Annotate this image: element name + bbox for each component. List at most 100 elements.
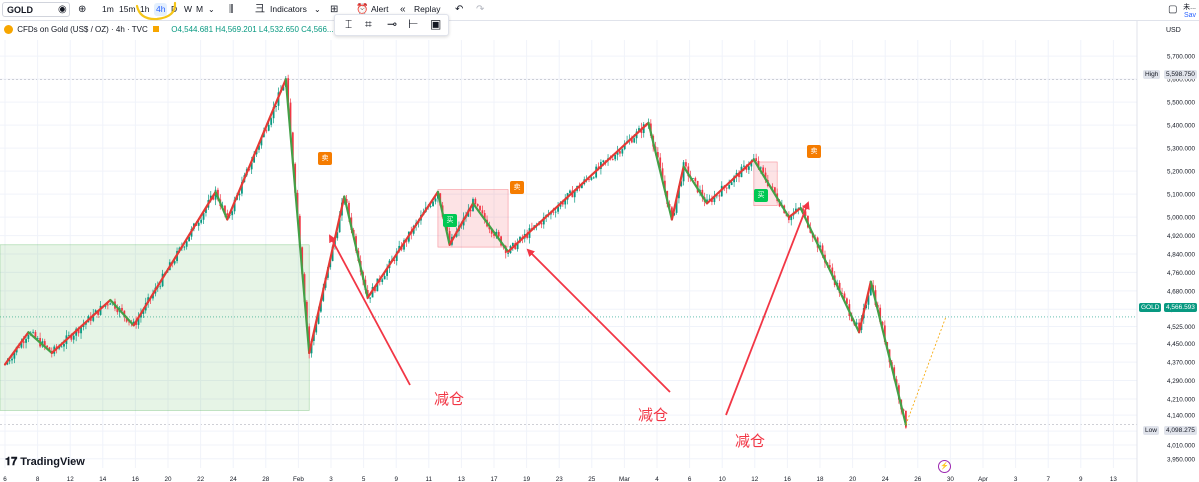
- last-price-tag: 4,566.593: [1164, 303, 1197, 312]
- annotation-arrow: [725, 201, 810, 416]
- alert-button[interactable]: Alert: [371, 4, 389, 14]
- layout-save-area[interactable]: 未... Sav: [1183, 2, 1196, 19]
- sell-signal-badge[interactable]: 卖: [807, 145, 821, 158]
- candle-body: [383, 275, 386, 280]
- alert-icon[interactable]: ⏰: [356, 4, 369, 15]
- zigzag-segment: [109, 298, 135, 327]
- annotation-arrow: [526, 248, 671, 393]
- indicators-icon[interactable]: ⼹: [255, 4, 265, 15]
- candle-body: [771, 186, 774, 188]
- x-tick-label: 14: [99, 476, 107, 482]
- candle-body: [738, 172, 740, 178]
- fullscreen-icon[interactable]: ▢: [1168, 4, 1178, 15]
- candle-body: [25, 338, 27, 343]
- candle-type-icon[interactable]: ⫼: [229, 4, 234, 15]
- y-tick-label: 4,840.000: [1167, 252, 1196, 259]
- candle-body: [715, 195, 718, 197]
- candle-body: [580, 184, 583, 189]
- y-tick-label: 5,500.000: [1167, 100, 1196, 107]
- candle-body: [260, 137, 263, 146]
- y-tick-label: 4,370.000: [1167, 360, 1196, 367]
- replay-button[interactable]: Replay: [414, 4, 441, 14]
- replay-icon[interactable]: «: [400, 4, 406, 15]
- legend-title[interactable]: CFDs on Gold (US$ / OZ) · 4h · TVC: [17, 25, 148, 34]
- candle-body: [855, 322, 858, 325]
- candle-body: [97, 310, 100, 315]
- chart-legend: CFDs on Gold (US$ / OZ) · 4h · TVC O4,54…: [0, 22, 334, 38]
- currency-label[interactable]: USD: [1166, 27, 1181, 34]
- symbol-search[interactable]: GOLD: [2, 2, 70, 17]
- y-tick-label: 4,760.000: [1167, 270, 1196, 277]
- crosshair-box-icon[interactable]: ⌗: [365, 17, 372, 31]
- interval-1h[interactable]: 1h: [140, 4, 150, 14]
- eye-icon[interactable]: ◉: [58, 4, 67, 15]
- candle-body: [267, 124, 270, 131]
- candle-body: [694, 178, 697, 181]
- candle-body: [434, 198, 437, 202]
- x-tick-label: 23: [556, 476, 564, 482]
- undo-icon[interactable]: ↶: [455, 4, 464, 15]
- sell-signal-badge[interactable]: 卖: [318, 152, 332, 165]
- candle-body: [233, 199, 236, 212]
- candle-body: [671, 207, 673, 216]
- candle-body: [238, 193, 241, 196]
- x-tick-label: Mar: [619, 476, 630, 482]
- candle-body: [846, 298, 848, 305]
- indicators-button[interactable]: Indicators: [270, 4, 307, 14]
- candle-body: [479, 205, 481, 211]
- lightning-icon[interactable]: ⚡: [938, 460, 951, 473]
- interval-m[interactable]: M: [196, 4, 204, 14]
- y-tick-label: 5,400.000: [1167, 123, 1196, 130]
- save-status: Sav: [1183, 12, 1196, 19]
- x-tick-label: 4: [655, 476, 659, 482]
- interval-4h[interactable]: 4h: [154, 3, 168, 16]
- candle-body: [214, 189, 217, 200]
- candle-body: [32, 331, 34, 333]
- interval-1m[interactable]: 1m: [102, 4, 114, 14]
- y-tick-label: 4,010.000: [1167, 442, 1196, 449]
- candle-body: [258, 145, 260, 150]
- candle-body: [183, 246, 186, 248]
- candle-body: [728, 185, 731, 189]
- rectangle-icon[interactable]: ▣: [430, 17, 442, 31]
- interval-w[interactable]: W: [184, 4, 193, 14]
- zigzag-lines: [3, 78, 947, 426]
- y-tick-label: 4,140.000: [1167, 413, 1196, 420]
- add-symbol-icon[interactable]: ⊕: [78, 4, 87, 15]
- range-icon[interactable]: ⊢: [408, 17, 419, 31]
- chevron-down-icon[interactable]: ⌄: [208, 5, 215, 14]
- chart-grid: [0, 40, 1137, 468]
- candle-body: [687, 166, 690, 177]
- candle-body: [757, 160, 760, 169]
- tradingview-logo[interactable]: 𝟏𝟕 TradingView: [5, 456, 85, 469]
- buy-signal-badge[interactable]: 买: [443, 214, 457, 227]
- candle-body: [773, 187, 776, 194]
- candle-body: [109, 303, 112, 305]
- zigzag-segment: [647, 121, 674, 221]
- interval-15m[interactable]: 15m: [119, 4, 136, 14]
- redo-icon[interactable]: ↷: [476, 4, 485, 15]
- text-cursor-icon[interactable]: ⌶: [345, 17, 353, 31]
- horizontal-line-icon[interactable]: ⊸: [387, 17, 398, 31]
- candle-body: [881, 321, 884, 326]
- candle-body: [831, 267, 834, 276]
- candle-body: [821, 245, 824, 255]
- candle-body: [329, 261, 332, 268]
- buy-signal-badge[interactable]: 买: [754, 189, 768, 202]
- x-tick-label: 3: [1014, 476, 1018, 482]
- layout-grid-icon[interactable]: ⊞: [330, 4, 339, 15]
- candle-body: [381, 279, 384, 282]
- candle-body: [623, 143, 626, 150]
- chevron-down-icon[interactable]: ⌄: [314, 5, 321, 14]
- drawing-toolbar: ⌶ ⌗ ⊸ ⊢ ▣: [334, 14, 449, 36]
- candle-body: [713, 196, 716, 203]
- zigzag-segment: [448, 202, 475, 246]
- projection-line: [905, 316, 947, 425]
- sell-signal-badge[interactable]: 卖: [510, 181, 524, 194]
- candle-body: [483, 213, 486, 220]
- candle-body: [616, 151, 619, 155]
- candle-body: [231, 211, 234, 216]
- candle-body: [197, 222, 200, 226]
- candle-body: [516, 242, 519, 250]
